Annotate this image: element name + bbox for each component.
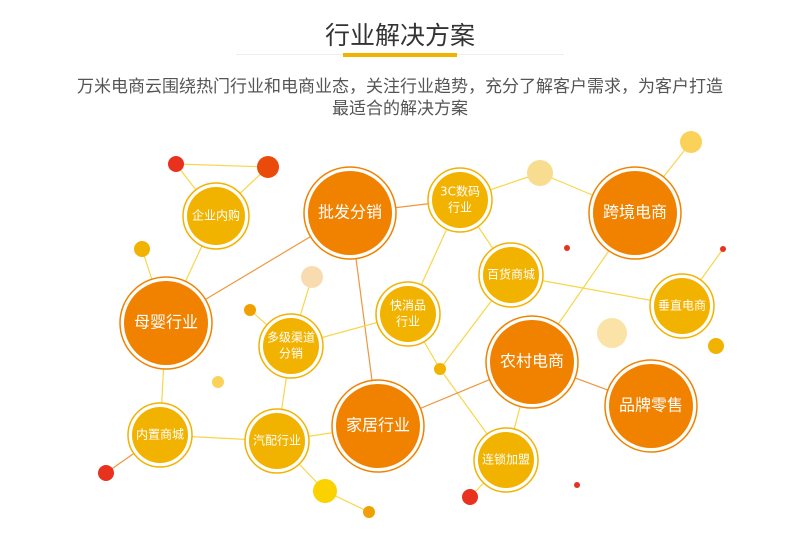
description-line-2: 最适合的解决方案 [332, 99, 468, 119]
decorative-dot [134, 241, 150, 257]
node-circle [432, 172, 488, 228]
node-label: 行业 [448, 201, 472, 215]
node-label: 行业 [396, 315, 420, 329]
node-circle [263, 318, 319, 374]
decorative-dot [257, 156, 279, 178]
node-circle [187, 187, 245, 245]
industry-node-neizhi[interactable]: 内置商城 [127, 402, 193, 468]
decorative-dot [527, 160, 553, 186]
node-label: 垂直电商 [658, 298, 706, 313]
decorative-dot [462, 489, 478, 505]
decorative-dot [98, 465, 114, 481]
node-label: 3C数码 [440, 184, 480, 199]
decorative-dot [564, 245, 570, 251]
node-label: 快消品 [390, 299, 426, 313]
decorative-dot [680, 131, 702, 153]
decorative-dot [301, 266, 323, 288]
industry-node-liansuo[interactable]: 连锁加盟 [473, 427, 539, 493]
node-label: 连锁加盟 [482, 452, 530, 467]
node-label: 家居行业 [346, 416, 410, 435]
industry-node-qipei[interactable]: 汽配行业 [244, 408, 310, 474]
industry-node-nongcun[interactable]: 农村电商 [485, 315, 579, 409]
decorative-dot [574, 482, 580, 488]
node-label: 企业内购 [192, 208, 240, 223]
node-circle [336, 384, 420, 468]
decorative-dot [363, 506, 375, 518]
node-label: 品牌零售 [619, 396, 683, 415]
decorative-dot [597, 318, 627, 348]
decorative-dot [708, 338, 724, 354]
decorative-dot [313, 479, 337, 503]
node-label: 批发分销 [318, 203, 382, 222]
node-circle [132, 407, 188, 463]
node-circle [124, 281, 208, 365]
industry-node-qiye[interactable]: 企业内购 [182, 182, 250, 250]
node-label: 分销 [279, 347, 303, 361]
node-circle [249, 413, 305, 469]
node-circle [609, 364, 693, 448]
node-circle [308, 171, 392, 255]
node-label: 汽配行业 [253, 433, 301, 448]
decorative-dot [168, 156, 184, 172]
node-label: 内置商城 [136, 427, 184, 442]
node-label: 百货商城 [487, 267, 535, 282]
industry-node-jiaju[interactable]: 家居行业 [331, 379, 425, 473]
description-line-1: 万米电商云围绕热门行业和电商业态，关注行业趋势，充分了解客户需求，为客户打造 [77, 77, 723, 97]
title-accent-bar [343, 53, 457, 57]
industry-node-pifa[interactable]: 批发分销 [303, 166, 397, 260]
industry-node-muying[interactable]: 母婴行业 [119, 276, 213, 370]
node-circle [483, 247, 539, 303]
connector-line [175, 163, 269, 168]
node-label: 跨境电商 [603, 203, 667, 222]
node-circle [478, 432, 534, 488]
node-circle [380, 286, 436, 342]
node-circle [593, 171, 677, 255]
node-label: 多级渠道 [267, 331, 315, 345]
decorative-dot [720, 246, 726, 252]
node-circle [654, 278, 710, 334]
industry-node-pinpai[interactable]: 品牌零售 [604, 359, 698, 453]
decorative-dot [434, 363, 446, 375]
industry-node-chuizhi[interactable]: 垂直电商 [649, 273, 715, 339]
decorative-dot [244, 304, 256, 316]
page-title: 行业解决方案 [324, 21, 475, 50]
industry-node-kuajing[interactable]: 跨境电商 [588, 166, 682, 260]
page-description: 万米电商云围绕热门行业和电商业态，关注行业趋势，充分了解客户需求，为客户打造 最… [40, 76, 760, 120]
node-circle [490, 320, 574, 404]
node-label: 母婴行业 [134, 313, 198, 332]
industry-node-baihuo[interactable]: 百货商城 [478, 242, 544, 308]
node-label: 农村电商 [500, 352, 564, 371]
decorative-dot [212, 376, 224, 388]
